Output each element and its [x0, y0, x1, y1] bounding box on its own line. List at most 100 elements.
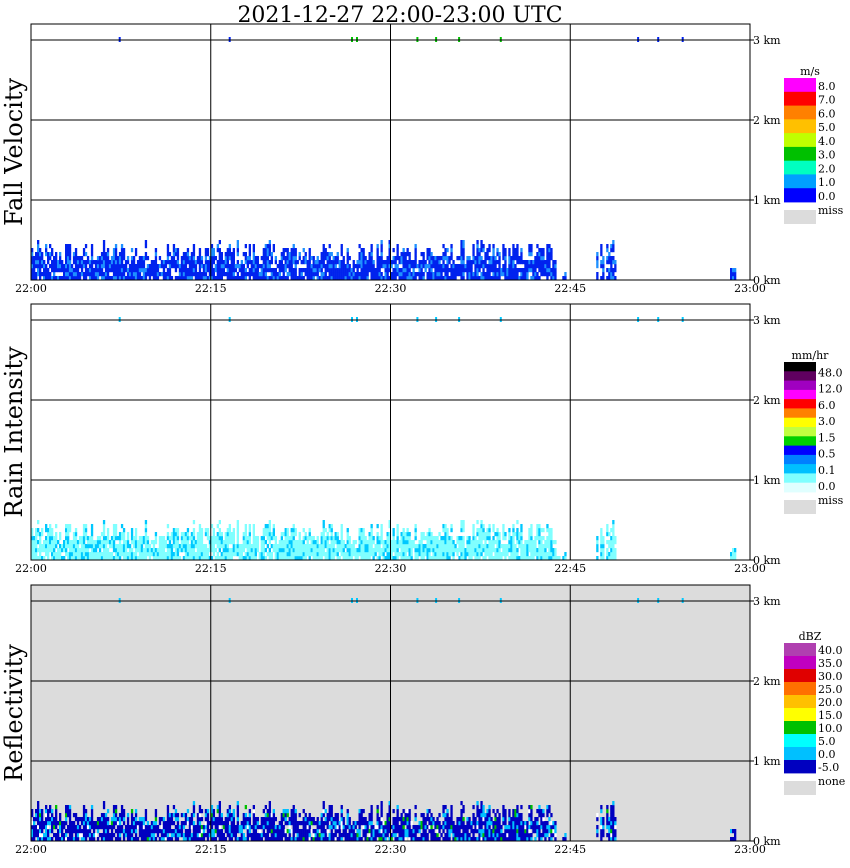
heatmap-cell [320, 556, 323, 561]
heatmap-cell [376, 821, 379, 826]
heatmap-cell [360, 540, 363, 545]
heatmap-cell [348, 276, 351, 281]
heatmap-cell [404, 252, 407, 257]
heatmap-cell [376, 268, 379, 273]
heatmap-cell [238, 264, 241, 269]
heatmap-cell [502, 524, 505, 529]
heatmap-cell [406, 268, 409, 273]
heatmap-cell [414, 528, 417, 533]
heatmap-cell [482, 833, 485, 838]
heatmap-cell [478, 548, 481, 553]
heatmap-cell [200, 833, 204, 838]
heatmap-cell [388, 524, 391, 529]
heatmap-cell [78, 276, 82, 281]
heatmap-cell [480, 260, 483, 265]
heatmap-cell [84, 825, 88, 830]
heatmap-cell [274, 272, 277, 277]
heatmap-cell [508, 544, 511, 549]
heatmap-cell [94, 540, 98, 545]
heatmap-cell [488, 540, 491, 545]
heatmap-cell [304, 544, 307, 549]
heatmap-cell [266, 829, 269, 834]
heatmap-cell [280, 268, 283, 273]
heatmap-cell [72, 536, 76, 541]
heatmap-cell [602, 544, 605, 549]
heatmap-cell [262, 544, 265, 549]
heatmap-cell [326, 837, 329, 842]
heatmap-cell [336, 252, 339, 257]
heatmap-cell [112, 540, 116, 545]
heatmap-cell [174, 548, 178, 553]
heatmap-cell [116, 264, 120, 269]
heatmap-cell [380, 801, 383, 806]
heatmap-cell [294, 272, 297, 277]
heatmap-cell [146, 548, 150, 553]
heatmap-cell [474, 821, 477, 826]
heatmap-cell [158, 556, 162, 561]
heatmap-cell [122, 817, 126, 822]
heatmap-cell [334, 272, 337, 277]
heatmap-cell [504, 813, 507, 818]
heatmap-cell [322, 264, 325, 269]
heatmap-cell [482, 268, 485, 273]
heatmap-cell [378, 260, 381, 265]
heatmap-cell [508, 528, 511, 533]
heatmap-cell [256, 256, 259, 261]
heatmap-cell [332, 544, 335, 549]
heatmap-cell [242, 813, 245, 818]
heatmap-cell [502, 552, 505, 557]
heatmap-cell [334, 837, 337, 842]
heatmap-cell [204, 544, 208, 549]
heatmap-cell [522, 260, 525, 265]
heatmap-cell [80, 556, 84, 561]
heatmap-cell [538, 260, 541, 265]
heatmap-cell [612, 528, 615, 533]
heatmap-cell [496, 536, 499, 541]
heatmap-cell [460, 809, 463, 814]
heatmap-cell [228, 272, 231, 277]
heatmap-cell [326, 821, 329, 826]
heatmap-cell [414, 817, 417, 822]
heatmap-cell [356, 276, 359, 281]
heatmap-cell [47, 276, 50, 281]
heatmap-cell [382, 264, 385, 269]
heatmap-cell [78, 556, 82, 561]
y-tick-label: 2 km [753, 394, 781, 407]
heatmap-cell [442, 536, 445, 541]
heatmap-cell [144, 809, 148, 814]
heatmap-cell [518, 532, 521, 537]
heatmap-cell [274, 268, 277, 273]
heatmap-cell [476, 244, 479, 249]
heatmap-cell [392, 548, 395, 553]
heatmap-cell [492, 524, 495, 529]
heatmap-cell [484, 813, 487, 818]
heatmap-cell [290, 536, 293, 541]
heatmap-cell [186, 809, 190, 814]
heatmap-cell [310, 272, 313, 277]
heatmap-cell [268, 817, 271, 822]
heatmap-cell [360, 268, 363, 273]
heatmap-cell [514, 252, 517, 257]
heatmap-cell [130, 821, 134, 826]
heatmap-cell [484, 556, 487, 561]
heatmap-cell [474, 552, 477, 557]
heatmap-cell [252, 552, 255, 557]
heatmap-cell [150, 829, 154, 834]
heatmap-cell [280, 821, 283, 826]
heatmap-cell [262, 268, 265, 273]
heatmap-cell [394, 556, 397, 561]
heatmap-cell [226, 548, 229, 553]
heatmap-cell [100, 556, 104, 561]
heatmap-cell [134, 825, 138, 830]
heatmap-cell [94, 272, 98, 277]
heatmap-cell [416, 829, 419, 834]
heatmap-cell [47, 556, 50, 561]
heatmap-cell [268, 829, 271, 834]
heatmap-cell [528, 248, 531, 253]
heatmap-cell [482, 260, 485, 265]
heatmap-cell [424, 544, 427, 549]
heatmap-cell [96, 829, 100, 834]
heatmap-cell [196, 837, 200, 842]
heatmap-cell [380, 248, 383, 253]
heatmap-cell [494, 532, 497, 537]
